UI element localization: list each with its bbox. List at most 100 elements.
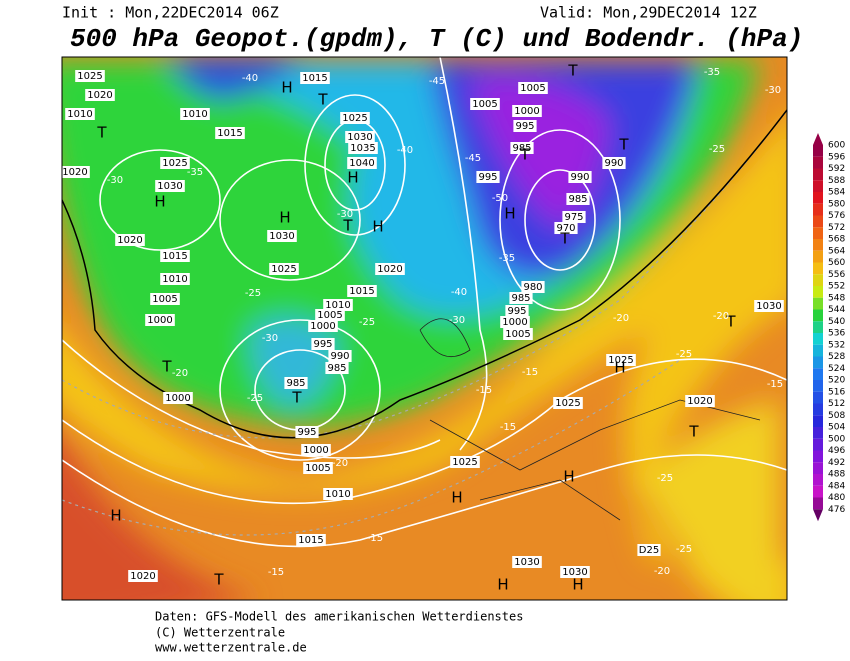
colorbar-swatch [813,262,823,275]
isobar-label: 1010 [325,489,350,500]
label-box [348,142,378,154]
colorbar-label: 532 [828,340,845,350]
isobar-label: 1000 [514,106,539,117]
pressure-center: H [451,489,462,507]
label-box [267,230,297,242]
temperature-label: -25 [245,288,261,299]
pressure-center: H [504,205,515,223]
temperature-label: -35 [499,253,515,264]
colorbar-label: 476 [828,505,845,515]
isobar-label: 985 [327,363,346,374]
isobar-label: 1005 [520,83,545,94]
colorbar-swatch [813,356,823,369]
colorbar-swatch [813,239,823,251]
colorbar-swatch [813,156,823,169]
label-box [315,309,345,321]
label-box [476,171,500,183]
colorbar-label: 576 [828,211,845,221]
isobar-label: 985 [568,194,587,205]
label-box [295,426,319,438]
init-text: Init : Mon,22DEC2014 06Z [62,4,279,22]
isobar-label: 1010 [182,109,207,120]
label-box [606,354,636,366]
colorbar-swatch [813,203,823,216]
isobar-label: 995 [313,339,332,350]
colorbar-swatch [813,462,823,474]
isobar-label: 1030 [347,132,372,143]
label-box [155,180,185,192]
label-box [62,166,90,178]
colorbar-label: 584 [828,188,845,198]
colorbar-label: 488 [828,470,845,480]
label-box [284,377,308,389]
colorbar-label: 496 [828,446,845,456]
label-box [554,222,578,234]
valid-text: Valid: Mon,29DEC2014 12Z [540,4,757,22]
footer-line: www.wetterzentrale.de [155,641,307,655]
isobar-label: 1025 [162,158,187,169]
isobar-label: 1030 [514,557,539,568]
colorbar-swatch [813,297,823,310]
isobar-label: 990 [330,351,349,362]
map-frame [61,56,788,601]
temperature-label: -40 [242,73,258,84]
isobar-label: 1025 [77,71,102,82]
colorbar-label: 516 [828,387,845,397]
temperature-label: -25 [709,144,725,155]
colorbar-label: 556 [828,270,845,280]
label-box [215,127,245,139]
isobar-label: 1025 [271,264,296,275]
temperature-label: -25 [676,349,692,360]
temperature-label: -45 [429,76,445,87]
isobar-label: 1040 [349,158,374,169]
temperature-label: -15 [767,379,783,390]
colorbar-label: 544 [828,305,845,315]
colorbar-swatch [813,227,823,239]
isobar-label: 1000 [303,445,328,456]
footer-line: Daten: GFS-Modell des amerikanischen Wet… [155,610,523,624]
isobar-label: 1025 [555,398,580,409]
colorbar-label: 552 [828,282,845,292]
temperature-label: -40 [451,287,467,298]
colorbar-label: 492 [828,458,845,468]
colorbar-swatch [813,450,823,463]
colorbar-swatch [813,438,823,451]
label-box [560,566,590,578]
pressure-center: T [213,571,224,589]
isobar-label: 1005 [317,310,342,321]
isobar-label: 1015 [162,251,187,262]
colorbar-swatch [813,427,823,439]
pressure-center: H [347,169,358,187]
colorbar-label: 524 [828,364,845,374]
label-box [160,250,190,262]
colorbar-label: 484 [828,481,845,491]
colorbar-swatch [813,274,823,286]
label-box [303,462,333,474]
isobar-label: 985 [511,293,530,304]
temperature-label: -30 [262,333,278,344]
temperature-label: -20 [654,566,670,577]
isobar-label: 975 [564,212,583,223]
label-box [754,300,784,312]
isobar-label: 985 [286,378,305,389]
label-box [323,488,353,500]
pressure-center: H [281,79,292,97]
isobar-label: 1030 [756,301,781,312]
temperature-label: -30 [449,315,465,326]
temperature-label: -50 [492,193,508,204]
colorbar-label: 588 [828,176,845,186]
isobar-label: 995 [507,306,526,317]
label-box [562,211,586,223]
label-box [503,328,533,340]
pressure-center: H [110,507,121,525]
label-box [512,105,542,117]
label-box [160,157,190,169]
isobar-label: 1035 [350,143,375,154]
temperature-label: -25 [247,393,263,404]
colorbar-label: 528 [828,352,845,362]
label-box [145,314,175,326]
colorbar-label: 572 [828,223,845,233]
colorbar-label: 480 [828,493,845,503]
label-box [301,444,331,456]
